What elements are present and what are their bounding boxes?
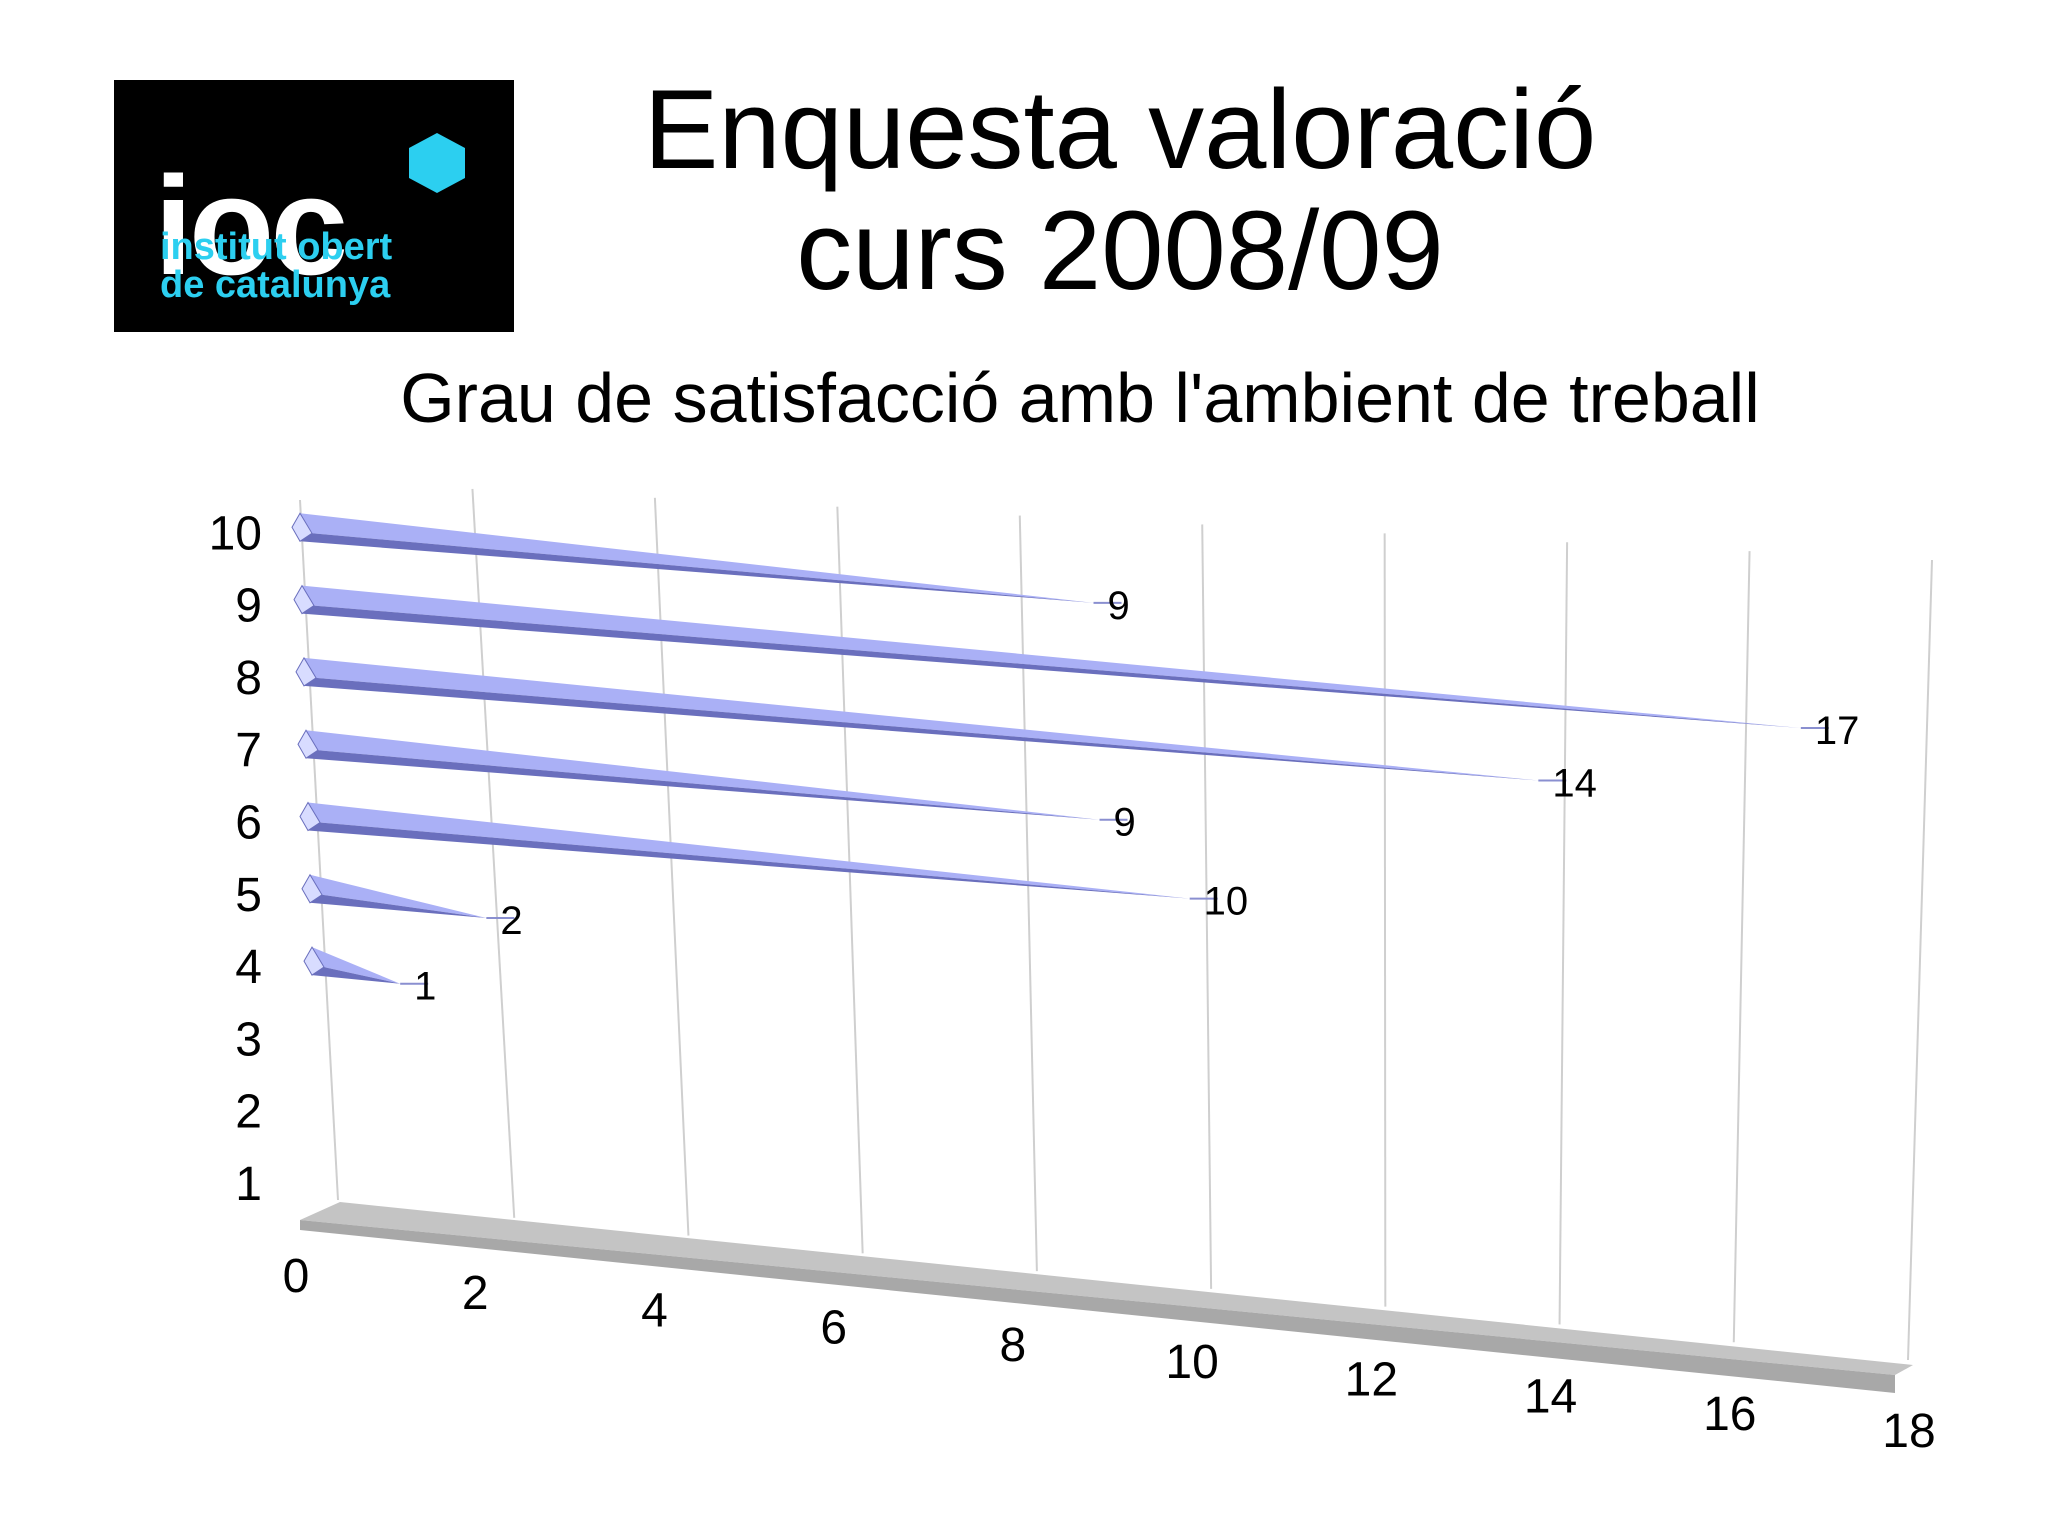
- data-label: 9: [1108, 584, 1130, 628]
- x-tick-label: 0: [283, 1250, 310, 1303]
- y-tick-label: 5: [235, 869, 262, 922]
- x-tick-label: 4: [641, 1284, 668, 1337]
- data-label: 9: [1114, 801, 1136, 845]
- x-tick-label: 2: [462, 1267, 489, 1320]
- y-tick-label: 9: [235, 580, 262, 633]
- x-tick-label: 6: [820, 1302, 847, 1355]
- bar: [306, 730, 1100, 820]
- x-tick-label: 8: [1000, 1319, 1027, 1372]
- bar: [304, 657, 1539, 781]
- bar-end-cap: [291, 512, 313, 543]
- ioc-logo: ioc institut obert de catalunya: [114, 80, 514, 332]
- x-tick-label: 12: [1345, 1353, 1398, 1406]
- y-axis-wall-edge: [299, 499, 339, 1201]
- gridline: [471, 488, 516, 1218]
- bar: [302, 585, 1801, 729]
- y-tick-label: 4: [235, 941, 262, 994]
- logo-subtitle: institut obert de catalunya: [160, 226, 393, 306]
- bar-end-cap: [295, 656, 317, 687]
- gridline: [1018, 515, 1038, 1272]
- bar-end-cap: [293, 584, 315, 615]
- data-label: 2: [500, 899, 522, 943]
- logo-wordmark: ioc: [154, 147, 348, 304]
- chart-title: Grau de satisfacció amb l'ambient de tre…: [400, 359, 1760, 437]
- bar: [300, 513, 1094, 603]
- data-label: 10: [1204, 880, 1249, 924]
- bar-end-cap: [297, 729, 319, 759]
- gridline: [836, 506, 864, 1254]
- bar-end-cap: [303, 946, 325, 976]
- gridline: [1201, 524, 1213, 1289]
- chart-floor: [300, 1220, 1895, 1393]
- y-tick-label: 2: [235, 1086, 262, 1139]
- x-tick-label: 10: [1165, 1336, 1218, 1389]
- bar-end-cap: [299, 801, 321, 832]
- data-label: 17: [1815, 709, 1860, 753]
- bar-end-cap: [301, 873, 323, 904]
- chart-floor-top: [300, 1202, 1913, 1375]
- bar: [308, 802, 1190, 899]
- x-tick-label: 18: [1882, 1405, 1935, 1458]
- gridline: [1558, 542, 1569, 1325]
- gridline: [1907, 559, 1933, 1361]
- y-tick-label: 6: [235, 797, 262, 850]
- y-tick-label: 1: [235, 1158, 262, 1211]
- bar: [310, 874, 487, 919]
- bar: [312, 947, 401, 984]
- y-tick-label: 3: [235, 1013, 262, 1066]
- slide-title: Enquesta valoració curs 2008/09: [643, 67, 1597, 313]
- gridline: [1383, 533, 1387, 1307]
- data-label: 1: [414, 965, 436, 1009]
- y-tick-label: 10: [209, 507, 262, 560]
- y-tick-label: 8: [235, 652, 262, 705]
- x-tick-label: 14: [1524, 1371, 1577, 1424]
- gridline: [1732, 551, 1751, 1343]
- hexagon-icon: [409, 133, 465, 193]
- gridline: [653, 497, 690, 1236]
- bar-shadow: [304, 961, 401, 984]
- bar-shadow: [302, 888, 487, 919]
- y-tick-label: 7: [235, 724, 262, 777]
- x-tick-label: 16: [1703, 1388, 1756, 1441]
- data-label: 14: [1552, 761, 1597, 805]
